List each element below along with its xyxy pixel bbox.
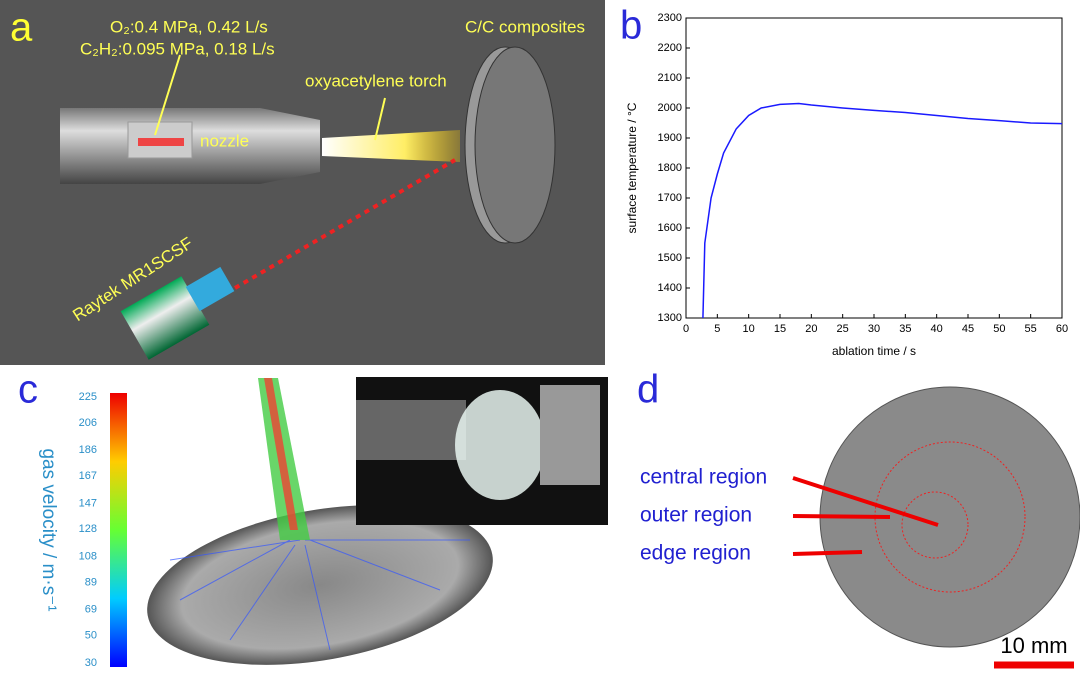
colorbar <box>110 393 127 667</box>
colorbar-tick-label: 128 <box>79 523 97 535</box>
y-tick-label: 1300 <box>658 312 682 324</box>
vectors <box>169 539 470 651</box>
y-tick-label: 1900 <box>658 132 682 144</box>
label: nozzle <box>200 131 249 150</box>
x-tick-label: 25 <box>837 323 849 335</box>
pointer <box>374 97 386 141</box>
label: C/C composites <box>465 17 585 36</box>
specimen-sim <box>147 505 493 665</box>
x-axis-title: ablation time / s <box>832 344 916 358</box>
laser-path <box>233 158 457 290</box>
arrow <box>792 514 891 519</box>
x-tick-label: 5 <box>714 323 720 335</box>
y-tick-label: 1800 <box>658 162 682 174</box>
plot-frame <box>685 17 1063 319</box>
colorbar-title: gas velocity / m·s⁻¹ <box>38 448 59 611</box>
label: oxyacetylene torch <box>305 71 447 90</box>
label: O₂:0.4 MPa, 0.42 L/s <box>110 17 268 36</box>
colorbar-tick-label: 147 <box>79 497 97 509</box>
x-tick-label: 45 <box>962 323 974 335</box>
y-tick-label: 2100 <box>658 72 682 84</box>
chart: b ablation time / s surface temperature … <box>620 4 1063 358</box>
x-tick-label: 20 <box>805 323 817 335</box>
colorbar-tick-label: 206 <box>79 417 97 429</box>
gas-jet-core <box>264 378 298 530</box>
panel-letter: a <box>10 6 33 50</box>
colorbar-tick-label: 69 <box>85 604 97 616</box>
composite-face <box>474 46 556 244</box>
inner-circle <box>901 491 969 559</box>
y-tick-label: 2300 <box>658 12 682 24</box>
line <box>702 102 1063 319</box>
x-tick-label: 10 <box>743 323 755 335</box>
x-tick-label: 35 <box>899 323 911 335</box>
region-label: edge region <box>640 542 751 565</box>
colorbar-tick-label: 225 <box>79 391 97 403</box>
photo-flame <box>455 390 545 500</box>
x-tick-label: 50 <box>993 323 1005 335</box>
nozzle-channel <box>138 138 184 146</box>
colorbar-tick-label: 89 <box>85 576 97 588</box>
outer-circle <box>874 441 1026 593</box>
colorbar-tick-label: 186 <box>79 444 97 456</box>
region-label: outer region <box>640 504 752 527</box>
y-tick-label: 1600 <box>658 222 682 234</box>
x-tick-label: 15 <box>774 323 786 335</box>
photo-torch <box>356 400 466 460</box>
flame <box>322 130 460 162</box>
y-tick-label: 1700 <box>658 192 682 204</box>
colorbar-tick-label: 30 <box>85 657 97 669</box>
panel-letter: b <box>620 4 642 48</box>
pyrometer-lens <box>185 266 235 312</box>
region-label: central region <box>640 466 767 489</box>
y-axis-title: surface temperature / °C <box>625 102 639 233</box>
torch-tip <box>260 108 320 184</box>
x-tick-label: 0 <box>683 323 689 335</box>
y-tick-label: 2000 <box>658 102 682 114</box>
arrow <box>792 476 939 527</box>
photo-holder <box>540 385 600 485</box>
y-tick-label: 2200 <box>658 42 682 54</box>
pointer <box>154 54 181 136</box>
colorbar-tick-label: 108 <box>79 551 97 563</box>
colorbar-tick-label: 50 <box>85 630 97 642</box>
x-tick-label: 55 <box>1025 323 1037 335</box>
arrow <box>792 550 863 556</box>
colorbar-tick-label: 167 <box>79 470 97 482</box>
y-tick-label: 1500 <box>658 252 682 264</box>
panel-letter: d <box>637 368 659 412</box>
panel-letter: c <box>18 368 38 412</box>
pyrometer <box>120 276 210 360</box>
y-tick-label: 1400 <box>658 282 682 294</box>
x-tick-label: 30 <box>868 323 880 335</box>
scale-label: 10 mm <box>1000 633 1067 658</box>
x-tick-label: 60 <box>1056 323 1068 335</box>
label: C₂H₂:0.095 MPa, 0.18 L/s <box>80 39 275 58</box>
x-tick-label: 40 <box>931 323 943 335</box>
